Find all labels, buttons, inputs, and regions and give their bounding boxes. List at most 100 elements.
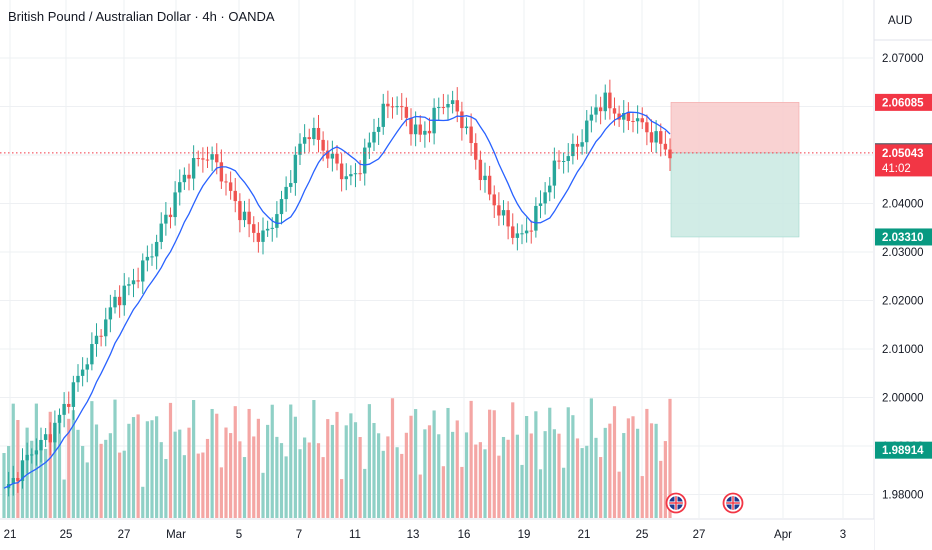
volume-bar — [492, 410, 496, 518]
currency-label[interactable]: AUD — [888, 15, 912, 27]
uk-flag-event-icon[interactable] — [722, 492, 744, 514]
candle-body — [247, 211, 251, 225]
candle-body — [594, 107, 598, 115]
candle-body — [608, 92, 612, 109]
volume-bar — [575, 438, 580, 518]
volume-bar — [649, 423, 654, 518]
candle-body — [284, 186, 288, 200]
candle-body — [62, 403, 66, 415]
volume-bar — [113, 399, 117, 518]
volume-bar — [631, 416, 635, 518]
volume-bar — [617, 471, 621, 518]
candle-body — [164, 214, 168, 224]
x-tick-label: 3 — [840, 529, 846, 541]
volume-bar — [131, 417, 136, 518]
last-price-badge — [875, 144, 932, 177]
x-tick-label: 16 — [458, 529, 471, 541]
volume-bar — [192, 400, 196, 518]
volume-bar — [349, 413, 353, 518]
candle-body — [108, 307, 113, 320]
volume-bar — [20, 460, 25, 518]
volume-bar — [164, 459, 168, 518]
volume-bar — [122, 450, 126, 518]
candle-body — [335, 153, 339, 164]
candle-body — [187, 174, 191, 179]
candle-body — [376, 126, 381, 132]
take-profit-zone[interactable] — [670, 152, 800, 238]
candle-body — [460, 111, 464, 129]
stop-loss-zone[interactable] — [670, 102, 800, 154]
volume-bar — [377, 433, 381, 518]
volume-bar — [16, 420, 20, 518]
candle-body — [261, 230, 265, 242]
x-tick-label: 21 — [4, 529, 17, 541]
volume-bar — [90, 401, 94, 518]
x-tick-label: 27 — [693, 529, 706, 541]
volume-bar — [608, 423, 612, 518]
x-tick-label: 27 — [118, 529, 131, 541]
volume-bar — [201, 452, 205, 518]
volume-bar — [335, 411, 339, 518]
volume-bar — [233, 406, 237, 518]
candle-body — [566, 156, 570, 161]
stop-loss-badge-text: 2.06085 — [882, 97, 924, 109]
volume-bar — [303, 437, 307, 518]
moving-average-line — [3, 111, 671, 489]
candle-body — [497, 205, 501, 216]
volume-bar — [247, 408, 251, 518]
y-tick-label: 2.02000 — [882, 296, 924, 308]
y-tick-label: 2.01000 — [882, 344, 924, 356]
volume-bar — [534, 411, 538, 518]
candle-body — [520, 233, 524, 235]
candle-body — [330, 153, 335, 159]
candle-body — [626, 113, 631, 121]
x-tick-label: 25 — [60, 529, 73, 541]
volume-bar — [159, 442, 163, 518]
candle-body — [326, 150, 330, 159]
candle-body — [395, 106, 399, 108]
volume-bar — [390, 398, 395, 518]
candle-body — [622, 113, 626, 120]
volume-bar — [589, 398, 593, 518]
candle-body — [367, 142, 372, 148]
price-axis[interactable]: AUD2.070002.060002.050002.040002.030002.… — [873, 0, 932, 550]
time-axis[interactable]: 21 25 27 Mar 5 7 11 13 16 19 21 25 27 Apr 3 — [0, 518, 874, 550]
volume-bar — [76, 429, 80, 518]
candle-body — [645, 122, 649, 133]
volume-bar — [404, 432, 408, 518]
candle-body — [145, 256, 150, 261]
volume-bar — [155, 416, 159, 518]
event-markers[interactable] — [665, 492, 744, 514]
x-tick-label: 5 — [236, 529, 242, 541]
volume-bar — [205, 438, 210, 518]
countdown-text: 41:02 — [882, 163, 911, 175]
candle-body — [11, 478, 15, 485]
position-zones[interactable] — [670, 102, 800, 238]
candle-body — [372, 131, 376, 143]
volume-bar — [168, 402, 173, 518]
volume-bar — [386, 436, 390, 518]
candle-body — [242, 211, 247, 221]
volume-bar — [53, 428, 57, 518]
volume-bar — [353, 422, 358, 518]
volume-bar — [423, 429, 427, 518]
volume-bar — [11, 403, 15, 518]
volume-bar — [455, 420, 459, 518]
volume-bar — [552, 429, 556, 518]
candle-body — [117, 296, 122, 306]
candle-body — [659, 131, 663, 144]
candle-body — [219, 162, 224, 182]
volume-bar — [62, 479, 66, 518]
candle-body — [270, 227, 274, 229]
candle-body — [640, 118, 644, 123]
candle-body — [53, 422, 57, 443]
volume-bar — [520, 464, 524, 518]
volume-bar — [242, 457, 247, 518]
candle-body — [265, 228, 270, 231]
uk-flag-event-icon[interactable] — [665, 492, 687, 514]
candle-body — [506, 210, 510, 227]
candle-body — [90, 344, 94, 365]
volume-bar — [363, 468, 367, 518]
candle-body — [307, 137, 311, 140]
